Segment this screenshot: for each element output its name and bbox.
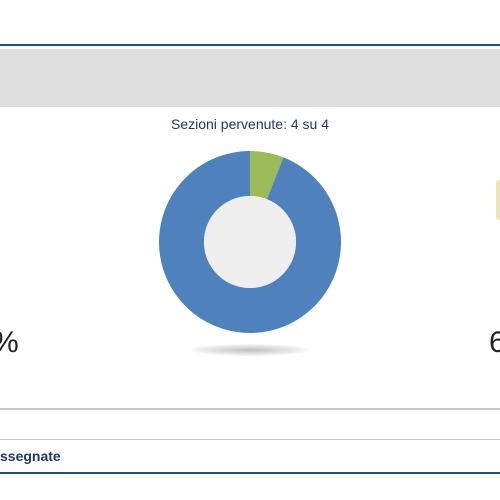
donut-slice-2[interactable] — [159, 151, 341, 333]
panel-bottom-border — [0, 472, 500, 474]
panel-top-border — [0, 44, 500, 46]
right-percentage-value: 6 — [489, 326, 500, 359]
donut-hole — [204, 196, 296, 288]
panel-header-bar — [0, 49, 500, 107]
donut-chart — [156, 148, 344, 336]
section-divider-thin — [0, 439, 500, 440]
section-divider — [0, 408, 500, 410]
donut-shadow — [190, 344, 310, 356]
sections-received-label: Sezioni pervenute: 4 su 4 — [171, 116, 329, 132]
left-percentage-value: % — [0, 326, 19, 360]
right-chart-edge — [496, 180, 500, 220]
donut-slice-1[interactable] — [250, 151, 284, 200]
donut-chart-svg — [159, 151, 341, 333]
assigned-row-label[interactable]: ssegnate — [0, 448, 61, 464]
